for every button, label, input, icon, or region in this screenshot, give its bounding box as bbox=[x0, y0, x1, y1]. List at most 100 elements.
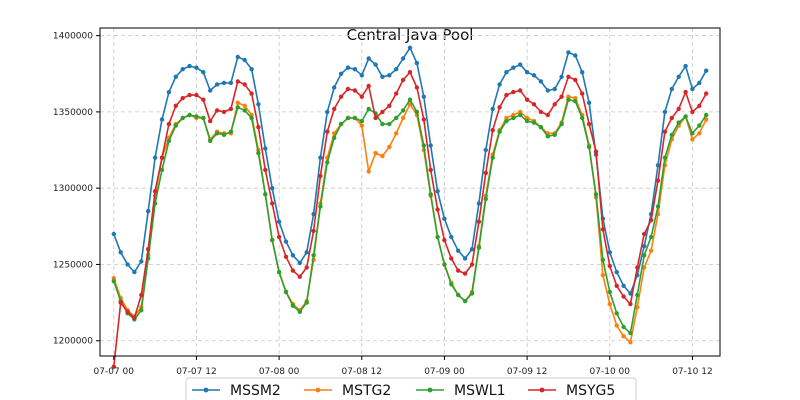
data-point bbox=[359, 118, 364, 124]
data-point bbox=[208, 88, 213, 93]
data-point bbox=[214, 131, 220, 136]
data-point bbox=[352, 67, 358, 72]
data-point bbox=[270, 237, 275, 243]
data-point bbox=[290, 303, 296, 308]
data-point bbox=[428, 143, 433, 148]
data-point bbox=[642, 265, 647, 270]
data-point bbox=[593, 149, 599, 154]
data-point bbox=[614, 323, 619, 328]
data-point bbox=[504, 118, 509, 124]
data-point bbox=[552, 132, 557, 137]
data-point bbox=[366, 106, 371, 112]
data-point bbox=[187, 63, 192, 69]
data-point bbox=[228, 80, 234, 86]
data-point bbox=[442, 216, 447, 221]
data-point bbox=[180, 96, 185, 101]
data-point bbox=[394, 67, 399, 72]
data-point bbox=[276, 234, 282, 240]
data-point bbox=[118, 250, 123, 255]
data-point bbox=[201, 97, 206, 102]
data-point bbox=[538, 125, 544, 130]
data-point bbox=[476, 201, 482, 206]
chart-title: Central Java Pool bbox=[347, 26, 474, 44]
data-point bbox=[566, 74, 571, 80]
data-point bbox=[380, 121, 385, 127]
data-point bbox=[407, 97, 413, 102]
data-point bbox=[394, 131, 399, 136]
plot-frame bbox=[99, 27, 721, 357]
data-point bbox=[332, 85, 337, 90]
data-point bbox=[166, 89, 172, 95]
data-point bbox=[628, 301, 633, 307]
data-point bbox=[173, 103, 178, 109]
legend-box bbox=[185, 377, 637, 400]
data-point bbox=[635, 292, 640, 298]
data-point bbox=[400, 115, 406, 121]
data-point bbox=[683, 89, 688, 95]
data-point bbox=[276, 219, 282, 224]
data-point bbox=[256, 125, 261, 130]
legend-label: MSWL1 bbox=[454, 383, 506, 399]
legend-label: MSTG2 bbox=[342, 383, 391, 399]
data-point bbox=[621, 334, 626, 339]
data-point bbox=[524, 70, 530, 75]
data-point bbox=[421, 143, 426, 148]
legend-entry: MSWL1 bbox=[416, 383, 506, 399]
data-point bbox=[283, 289, 289, 295]
data-point bbox=[242, 108, 247, 113]
data-point bbox=[435, 207, 440, 212]
data-point bbox=[704, 68, 709, 73]
data-point bbox=[573, 99, 578, 104]
data-point bbox=[518, 112, 523, 118]
y-tick-label: 1300000 bbox=[53, 184, 93, 194]
data-point bbox=[690, 109, 695, 115]
data-point bbox=[511, 65, 516, 70]
y-tick-label: 1250000 bbox=[53, 260, 93, 270]
data-point bbox=[235, 105, 240, 110]
data-point bbox=[642, 231, 647, 237]
data-point bbox=[263, 192, 268, 197]
data-point bbox=[242, 103, 247, 109]
data-point bbox=[394, 115, 399, 121]
data-point bbox=[600, 227, 606, 232]
data-point bbox=[311, 228, 316, 234]
data-point bbox=[476, 219, 482, 224]
series-line bbox=[113, 95, 707, 344]
data-point bbox=[456, 268, 461, 273]
data-point bbox=[669, 115, 674, 121]
x-tick-label: 07-07 12 bbox=[176, 367, 216, 377]
data-point bbox=[380, 74, 385, 80]
y-tick-label: 1400000 bbox=[53, 32, 93, 42]
data-point bbox=[125, 309, 130, 314]
data-point bbox=[242, 57, 247, 63]
data-point bbox=[704, 91, 709, 96]
data-point bbox=[524, 97, 530, 102]
data-point bbox=[607, 263, 612, 269]
data-point bbox=[263, 146, 268, 151]
data-point bbox=[304, 265, 309, 270]
data-point bbox=[407, 70, 413, 75]
data-point bbox=[648, 218, 654, 223]
data-point bbox=[518, 109, 523, 115]
data-point bbox=[655, 178, 661, 183]
data-point bbox=[290, 253, 296, 258]
data-point bbox=[373, 150, 378, 156]
data-point bbox=[504, 92, 509, 98]
data-point bbox=[497, 129, 502, 134]
data-point bbox=[600, 257, 606, 263]
data-point bbox=[338, 94, 344, 99]
series-line bbox=[113, 46, 707, 296]
data-point bbox=[538, 109, 544, 115]
data-point bbox=[704, 112, 709, 118]
data-point bbox=[214, 82, 220, 87]
legend-label: MSSM2 bbox=[230, 383, 281, 399]
data-point bbox=[483, 196, 488, 202]
data-point bbox=[545, 112, 550, 118]
data-point bbox=[621, 324, 626, 330]
data-point bbox=[607, 250, 612, 255]
data-point bbox=[290, 268, 296, 273]
data-point bbox=[173, 123, 178, 128]
data-point bbox=[180, 115, 185, 121]
data-point bbox=[208, 118, 213, 124]
